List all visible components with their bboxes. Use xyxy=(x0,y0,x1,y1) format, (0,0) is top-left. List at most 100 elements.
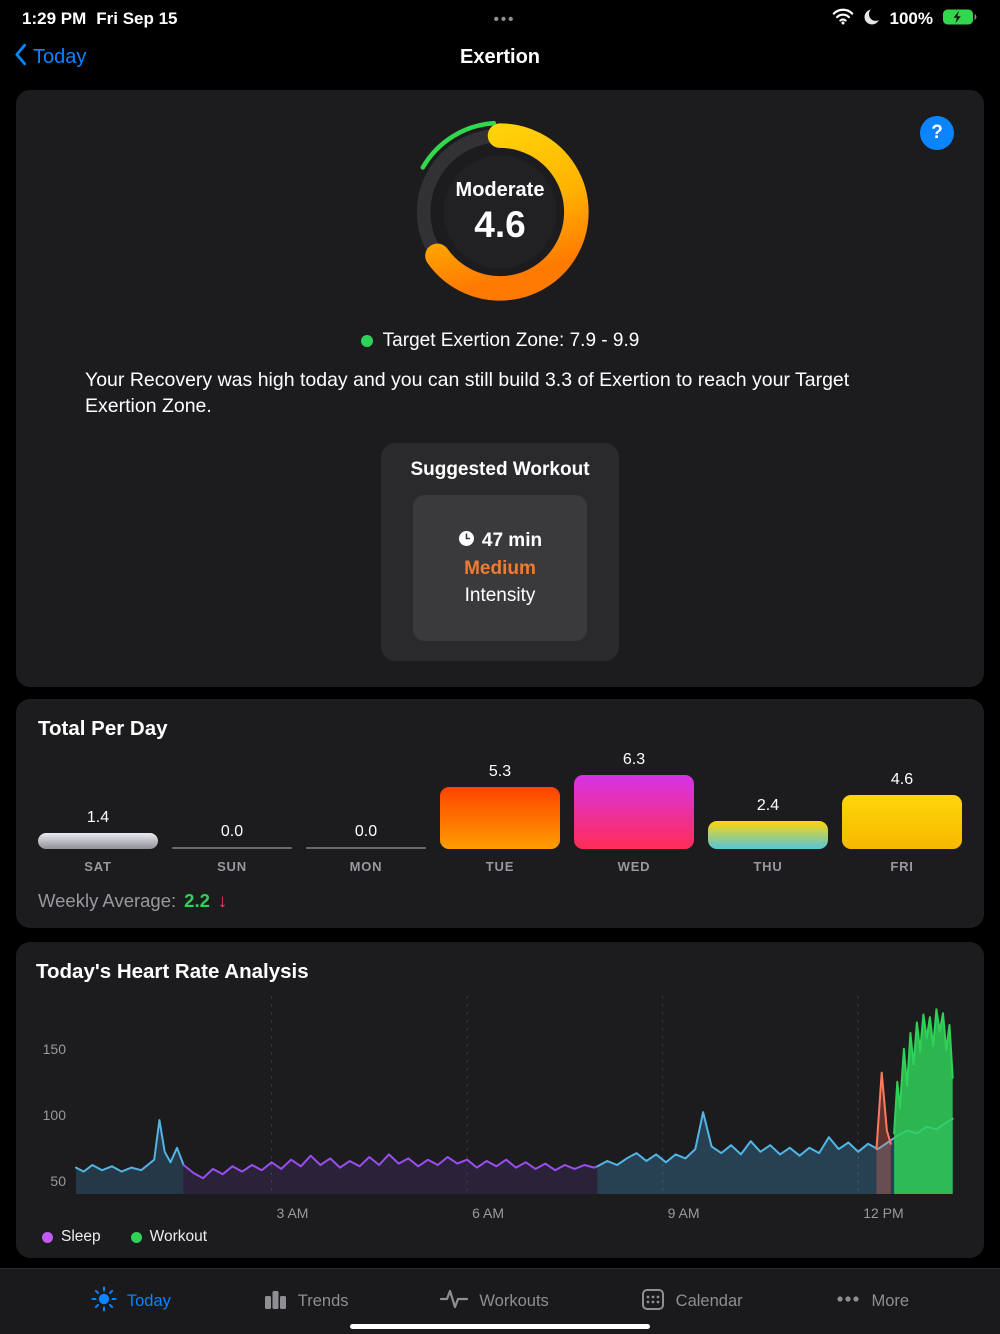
gauge-value: 4.6 xyxy=(474,203,526,245)
svg-text:9 AM: 9 AM xyxy=(668,1205,700,1221)
svg-text:100: 100 xyxy=(43,1107,67,1123)
sleep-dot-icon xyxy=(42,1231,53,1243)
bar xyxy=(708,821,828,850)
bar-chart-icon xyxy=(262,1286,288,1317)
tab-bar: Today Trends Workouts xyxy=(0,1268,1000,1334)
bar-column-tue: 5.3 TUE xyxy=(440,763,560,874)
trend-down-arrow-icon: ↓ xyxy=(217,890,228,912)
chevron-left-icon xyxy=(14,43,27,72)
legend-item-workout: Workout xyxy=(130,1228,208,1246)
total-per-day-title: Total Per Day xyxy=(38,717,168,741)
tab-more[interactable]: More xyxy=(834,1286,910,1317)
weekly-average-value: 2.2 xyxy=(184,890,210,912)
duration-row: 47 min xyxy=(458,530,542,553)
bar-value: 0.0 xyxy=(220,823,244,841)
moon-icon xyxy=(863,7,882,31)
bar xyxy=(38,833,158,850)
workout-dot-icon xyxy=(130,1231,142,1243)
target-zone-dot-icon xyxy=(360,335,373,347)
svg-text:50: 50 xyxy=(50,1173,66,1189)
tab-calendar[interactable]: Calendar xyxy=(640,1286,743,1317)
tab-today[interactable]: Today xyxy=(91,1286,171,1317)
gauge-level-label: Moderate xyxy=(455,178,545,201)
bar-day-label: SAT xyxy=(84,859,112,875)
bar xyxy=(574,775,694,850)
bar-value: 5.3 xyxy=(488,763,512,781)
status-center-dots: ••• xyxy=(493,10,516,28)
bar-value: 2.4 xyxy=(756,797,780,815)
bar-day-label: THU xyxy=(753,859,783,875)
bar xyxy=(306,847,426,850)
workout-intensity-level: Medium xyxy=(464,557,536,579)
gauge-arc xyxy=(416,120,589,301)
tab-more-label: More xyxy=(871,1292,910,1310)
battery-icon xyxy=(942,8,978,31)
home-indicator[interactable] xyxy=(350,1324,650,1329)
battery-percent: 100% xyxy=(889,9,933,28)
svg-text:3 AM: 3 AM xyxy=(277,1205,309,1221)
status-time: 1:29 PM xyxy=(22,9,87,28)
bar-value: 1.4 xyxy=(86,809,110,827)
heart-rate-card: Today's Heart Rate Analysis 3 AM 6 AM 9 AM… xyxy=(16,942,984,1259)
heart-rate-chart: 3 AM 6 AM 9 AM 12 PM 50 100 150 xyxy=(43,996,954,1221)
calendar-icon xyxy=(640,1286,666,1317)
workout-duration: 47 min xyxy=(481,530,543,552)
suggested-workout-card: Suggested Workout 47 mi xyxy=(381,443,619,662)
workout-intensity-label: Intensity xyxy=(464,584,536,606)
bar-column-sat: 1.4 SAT xyxy=(38,809,158,874)
tab-workouts-label: Workouts xyxy=(479,1292,549,1310)
bar-day-label: FRI xyxy=(890,859,914,875)
back-button[interactable]: Today xyxy=(14,32,86,82)
ellipsis-icon xyxy=(834,1286,862,1317)
total-per-day-card: Total Per Day 1.4 SAT 0.0 SUN 0.0 MON 5.3 TUE 6.… xyxy=(16,699,984,929)
bar-day-label: WED xyxy=(617,859,651,875)
bar-day-label: TUE xyxy=(485,859,515,875)
nav-bar: Today Exertion xyxy=(0,32,1000,82)
pulse-icon xyxy=(439,1286,469,1317)
bar-value: 4.6 xyxy=(890,771,914,789)
suggested-workout-title: Suggested Workout xyxy=(410,459,590,481)
gauge-center: Moderate 4.6 xyxy=(400,112,600,312)
suggested-workout-details: 47 min Medium Intensity xyxy=(413,495,587,642)
target-zone-row: Target Exertion Zone: 7.9 - 9.9 xyxy=(56,330,944,352)
heart-rate-title: Today's Heart Rate Analysis xyxy=(36,960,309,984)
daily-bar-chart: 1.4 SAT 0.0 SUN 0.0 MON 5.3 TUE 6.3 WED 2.4 THU 4.6 F… xyxy=(38,751,962,874)
svg-text:6 AM: 6 AM xyxy=(472,1205,504,1221)
target-zone-text: Target Exertion Zone: 7.9 - 9.9 xyxy=(382,330,640,351)
svg-text:12 PM: 12 PM xyxy=(863,1205,903,1221)
bar-column-fri: 4.6 FRI xyxy=(842,771,962,874)
tab-calendar-label: Calendar xyxy=(675,1292,743,1310)
bar-day-label: SUN xyxy=(217,859,247,875)
bar-column-thu: 2.4 THU xyxy=(708,797,828,874)
help-button[interactable]: ? xyxy=(920,116,954,150)
bar-day-label: MON xyxy=(349,859,383,875)
back-label: Today xyxy=(33,45,87,68)
bar-value: 0.0 xyxy=(354,823,378,841)
main-content: ? Moderate xyxy=(0,82,1000,1268)
legend-item-sleep: Sleep xyxy=(42,1228,101,1246)
tab-trends[interactable]: Trends xyxy=(262,1286,349,1317)
bar xyxy=(172,847,292,850)
weekly-average-row: Weekly Average: 2.2 ↓ xyxy=(38,890,962,912)
chart-legend: Sleep Workout xyxy=(36,1228,964,1246)
status-time-date: 1:29 PM Fri Sep 15 xyxy=(22,9,178,29)
wifi-icon xyxy=(832,8,854,30)
bar xyxy=(440,787,560,850)
svg-text:150: 150 xyxy=(43,1041,67,1057)
status-date: Fri Sep 15 xyxy=(96,9,178,28)
legend-label-sleep: Sleep xyxy=(61,1228,101,1246)
sun-icon xyxy=(91,1286,117,1317)
page-title: Exertion xyxy=(459,45,541,68)
legend-label-workout: Workout xyxy=(149,1228,208,1246)
tab-today-label: Today xyxy=(126,1292,171,1310)
clock-icon xyxy=(458,530,475,553)
bar-column-mon: 0.0 MON xyxy=(306,823,426,874)
weekly-average-label: Weekly Average: xyxy=(38,890,177,912)
exertion-card: ? Moderate xyxy=(16,90,984,688)
tab-workouts[interactable]: Workouts xyxy=(439,1286,549,1317)
status-bar: 1:29 PM Fri Sep 15 ••• 100% xyxy=(0,0,1000,32)
tab-trends-label: Trends xyxy=(297,1292,349,1310)
recovery-description: Your Recovery was high today and you can… xyxy=(85,369,850,417)
bar-column-sun: 0.0 SUN xyxy=(172,823,292,874)
